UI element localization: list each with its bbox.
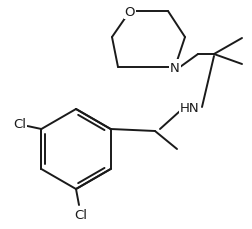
Text: O: O [125, 5, 135, 18]
Text: Cl: Cl [75, 209, 87, 221]
Text: HN: HN [180, 101, 200, 114]
Text: Cl: Cl [13, 118, 26, 131]
Text: N: N [170, 61, 180, 74]
